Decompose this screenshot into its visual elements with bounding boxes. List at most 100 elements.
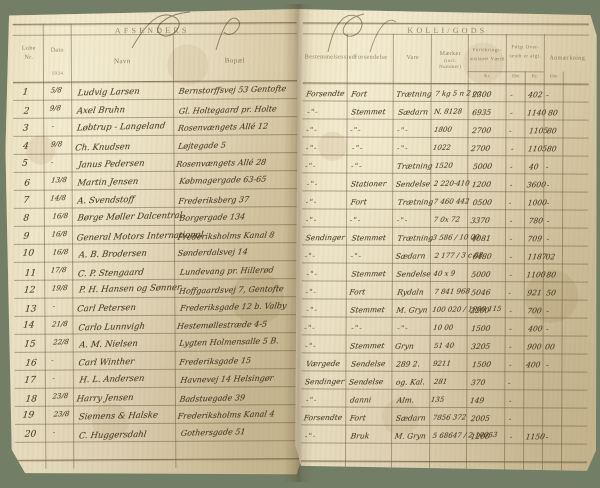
row-10-navn: A. B. Brodersen	[78, 248, 148, 261]
row-10-lobe-nr: 10	[21, 248, 35, 259]
row-19-forsikring-kr: 2005	[470, 413, 492, 424]
paper-grain-left	[5, 8, 303, 478]
row-6-forsikring-kr: 1200	[471, 179, 492, 190]
row-12-navn: P. H. Hansen og Sønner	[78, 282, 182, 296]
row-16-vare: 289 2.	[395, 359, 421, 369]
row-6-bestemmelsessted: -"-	[305, 179, 319, 189]
right-page-banner: KOLLI/GODS	[407, 25, 488, 36]
row-8-dato: 16/8	[51, 211, 69, 221]
row-6-folgt-ore: -	[545, 180, 550, 190]
row-1-folgt-ore: -	[545, 90, 550, 100]
row-9-folgt-ore: -	[546, 234, 551, 244]
right-page: KOLLI/GODS Bestemmelsessted Forsendelse …	[295, 6, 598, 473]
row-19-bestemmelsessted: Forsendte	[302, 412, 343, 423]
row-13-dato: -	[52, 302, 56, 311]
row-7-folgt-ore: -	[546, 198, 551, 208]
column-header-folgt-line2: sendt er afgl.	[509, 54, 542, 60]
column-header-maerker-line1: Mærker	[439, 50, 462, 58]
row-14-maerker: 10 00	[432, 323, 454, 332]
row-2-folgt-ore: 80	[547, 108, 559, 118]
row-10-bopael: Sønderdalsvej 14	[177, 247, 249, 258]
row-8-vare: -"-	[396, 215, 409, 225]
row-2-vare: Sædarn	[397, 107, 429, 117]
row-5-lobe-nr: 5	[21, 158, 28, 169]
row-14-bopael: Hestemøllestræde 4-5	[176, 320, 268, 332]
row-7-forsikring-kr: 0500	[471, 197, 493, 208]
left-page-entries: 1 5/8 Ludvig Larsen Bernstorffsvej 53 Gento…	[5, 8, 300, 10]
row-15-navn: A. M. Nielsen	[78, 339, 139, 351]
row-18-dato: 23/8	[52, 391, 69, 401]
row-3-vare: -"-	[396, 125, 410, 135]
row-20-forsikring-ore: -	[508, 432, 513, 442]
row-17-vare: og. Kal.	[395, 377, 426, 387]
row-17-forsikring-kr: 370	[470, 377, 486, 388]
row-4-folgt-kr: 1105	[527, 144, 548, 154]
row-9-dato: 16/8	[50, 229, 68, 239]
row-6-vare: Sendelse	[395, 179, 431, 189]
row-7-folgt-kr: 1000	[526, 198, 548, 208]
row-17-dato: -	[52, 374, 56, 383]
row-5-folgt-kr: 40	[527, 162, 539, 172]
row-7-forsendelse: Fort	[349, 197, 368, 207]
column-header-forsendelse: Forsendelse	[354, 54, 388, 61]
row-6-forsikring-ore: -	[509, 180, 514, 190]
row-20-folgt-ore: -	[544, 432, 549, 442]
row-3-bestemmelsessted: -"-	[305, 125, 319, 135]
row-4-forsikring-ore: -	[510, 144, 514, 154]
row-11-forsikring-ore: -	[509, 270, 514, 280]
row-15-dato: 22/8	[52, 337, 70, 347]
subheader-kr-forsikring: Kr.	[484, 74, 491, 80]
row-11-lobe-nr: 11	[24, 268, 37, 279]
row-18-bestemmelsessted: -"-	[304, 395, 318, 405]
row-6-folgt-kr: 3600	[526, 180, 547, 190]
row-11-folgt-kr: 1100	[525, 270, 547, 280]
row-10-forsikring-kr: 6480	[471, 251, 492, 262]
row-6-navn: Martin Jensen	[77, 177, 140, 189]
row-12-forsikring-ore: -	[507, 288, 512, 298]
row-10-vare: Sædarn	[394, 251, 427, 261]
row-17-forsikring-ore: -	[507, 378, 512, 388]
row-13-navn: Carl Petersen	[76, 302, 137, 315]
row-1-forsikring-kr: 2300	[471, 89, 493, 100]
row-20-forsendelse: Bruk	[349, 431, 370, 441]
row-19-forsikring-ore: -	[508, 414, 512, 424]
row-15-maerker: 51 40	[433, 341, 455, 350]
row-3-forsendelse: -"-	[349, 125, 362, 135]
row-9-bestemmelsessted: Sendinger	[304, 232, 346, 243]
row-18-maerker: 135	[430, 395, 446, 404]
left-page-banner: AFSENDERS	[114, 25, 190, 36]
row-11-bestemmelsessted: -"-	[305, 269, 319, 279]
row-13-vare: M. Gryn	[395, 305, 429, 315]
row-4-forsikring-kr: 2700	[470, 143, 491, 154]
row-2-maerker: N. 8128	[433, 107, 463, 116]
row-7-bestemmelsessted: -"-	[305, 197, 319, 207]
row-8-folgt-ore: -	[546, 216, 551, 226]
row-16-dato: -	[50, 356, 54, 365]
row-9-forsikring-ore: -	[509, 234, 514, 244]
row-19-dato: 23/8	[52, 409, 70, 419]
row-14-bestemmelsessted: -"-	[303, 323, 317, 333]
row-6-forsendelse: Stationer	[350, 179, 388, 189]
row-18-forsendelse: danni	[349, 395, 373, 405]
row-15-bopael: Lygten Holmensalle 5 B.	[179, 336, 280, 348]
row-19-bopael: Frederiksholms Kanal 4	[177, 409, 276, 421]
row-12-forsendelse: Fort	[348, 287, 366, 297]
row-14-vare: -"-	[396, 323, 409, 333]
row-20-bopael: Gothersgade 51	[179, 427, 246, 438]
row-1-bestemmelsessted: Forsendte	[305, 88, 346, 99]
row-4-forsendelse: -"-	[351, 143, 364, 153]
row-2-bopael: Gl. Holtegaard pr. Holte	[177, 103, 277, 116]
row-6-bopael: Købmagergade 63-65	[179, 174, 268, 186]
row-2-forsikring-kr: 6935	[471, 107, 493, 118]
row-20-folgt-kr: 1150	[525, 432, 546, 442]
row-10-forsikring-ore: -	[509, 252, 513, 262]
column-header-bestemmelsessted: Bestemmelsessted	[304, 54, 356, 61]
row-5-folgt-ore: -	[545, 162, 550, 172]
row-10-bestemmelsessted: -"-	[303, 251, 317, 261]
row-12-vare: Rydaln	[396, 287, 424, 297]
row-8-forsendelse: -"-	[349, 215, 362, 225]
row-5-bestemmelsessted: -"-	[303, 161, 317, 171]
row-18-forsikring-ore: -	[508, 396, 513, 406]
row-20-dato: -	[52, 428, 56, 437]
